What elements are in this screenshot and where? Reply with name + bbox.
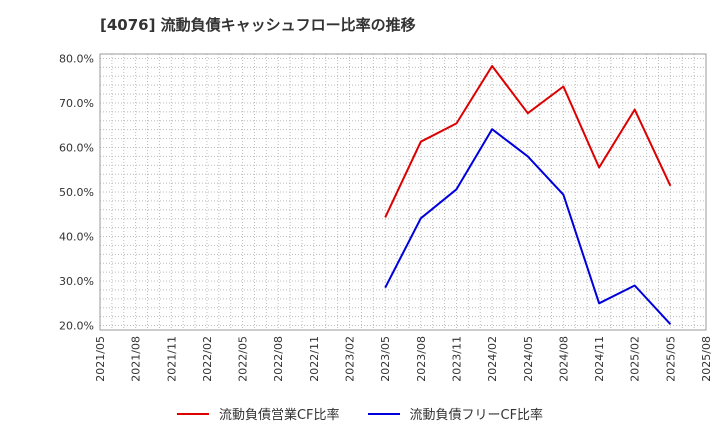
x-tick-label: 2025/08: [700, 336, 713, 382]
legend: 流動負債営業CF比率 流動負債フリーCF比率: [0, 404, 720, 423]
x-tick-label: 2023/05: [379, 336, 392, 382]
plot-frame: [99, 53, 707, 331]
x-tick-label: 2024/11: [593, 336, 606, 382]
y-axis-ticks: 80.0% 70.0% 60.0% 50.0% 40.0% 30.0% 20.0%: [59, 52, 94, 332]
y-tick-label: 50.0%: [59, 186, 94, 199]
y-tick-label: 40.0%: [59, 231, 94, 244]
x-tick-label: 2025/05: [664, 336, 677, 382]
series-lines: [384, 65, 672, 325]
x-tick-label: 2023/11: [450, 336, 463, 382]
x-tick-label: 2023/02: [344, 336, 357, 382]
y-tick-label: 30.0%: [59, 275, 94, 288]
x-tick-label: 2022/02: [201, 336, 214, 382]
x-tick-label: 2024/05: [522, 336, 535, 382]
x-tick-label: 2022/11: [308, 336, 321, 382]
x-tick-label: 2021/08: [130, 336, 143, 382]
y-tick-label: 70.0%: [59, 97, 94, 110]
series-line-operating-cf: [384, 65, 672, 218]
x-tick-label: 2022/05: [237, 336, 250, 382]
x-tick-label: 2021/11: [165, 336, 178, 382]
chart-title: [4076] 流動負債キャッシュフロー比率の推移: [100, 16, 416, 34]
x-tick-label: 2021/05: [94, 336, 107, 382]
x-tick-label: 2025/02: [629, 336, 642, 382]
x-tick-label: 2024/08: [557, 336, 570, 382]
y-tick-label: 20.0%: [59, 320, 94, 333]
y-tick-label: 80.0%: [59, 52, 94, 65]
x-axis-ticks: 2021/05 2021/08 2021/11 2022/02 2022/05 2022/…: [94, 336, 713, 382]
legend-swatch-operating-cf: [176, 412, 209, 415]
x-tick-label: 2022/08: [272, 336, 285, 382]
series-line-free-cf: [384, 128, 672, 325]
x-tick-label: 2023/08: [415, 336, 428, 382]
y-tick-label: 60.0%: [59, 141, 94, 154]
legend-item-free-cf: 流動負債フリーCF比率: [367, 404, 544, 423]
legend-label-operating-cf: 流動負債営業CF比率: [218, 408, 340, 423]
x-tick-label: 2024/02: [486, 336, 499, 382]
legend-item-operating-cf: 流動負債営業CF比率: [176, 404, 340, 423]
grid: [99, 54, 707, 330]
legend-label-free-cf: 流動負債フリーCF比率: [409, 408, 544, 423]
legend-swatch-free-cf: [367, 412, 400, 415]
